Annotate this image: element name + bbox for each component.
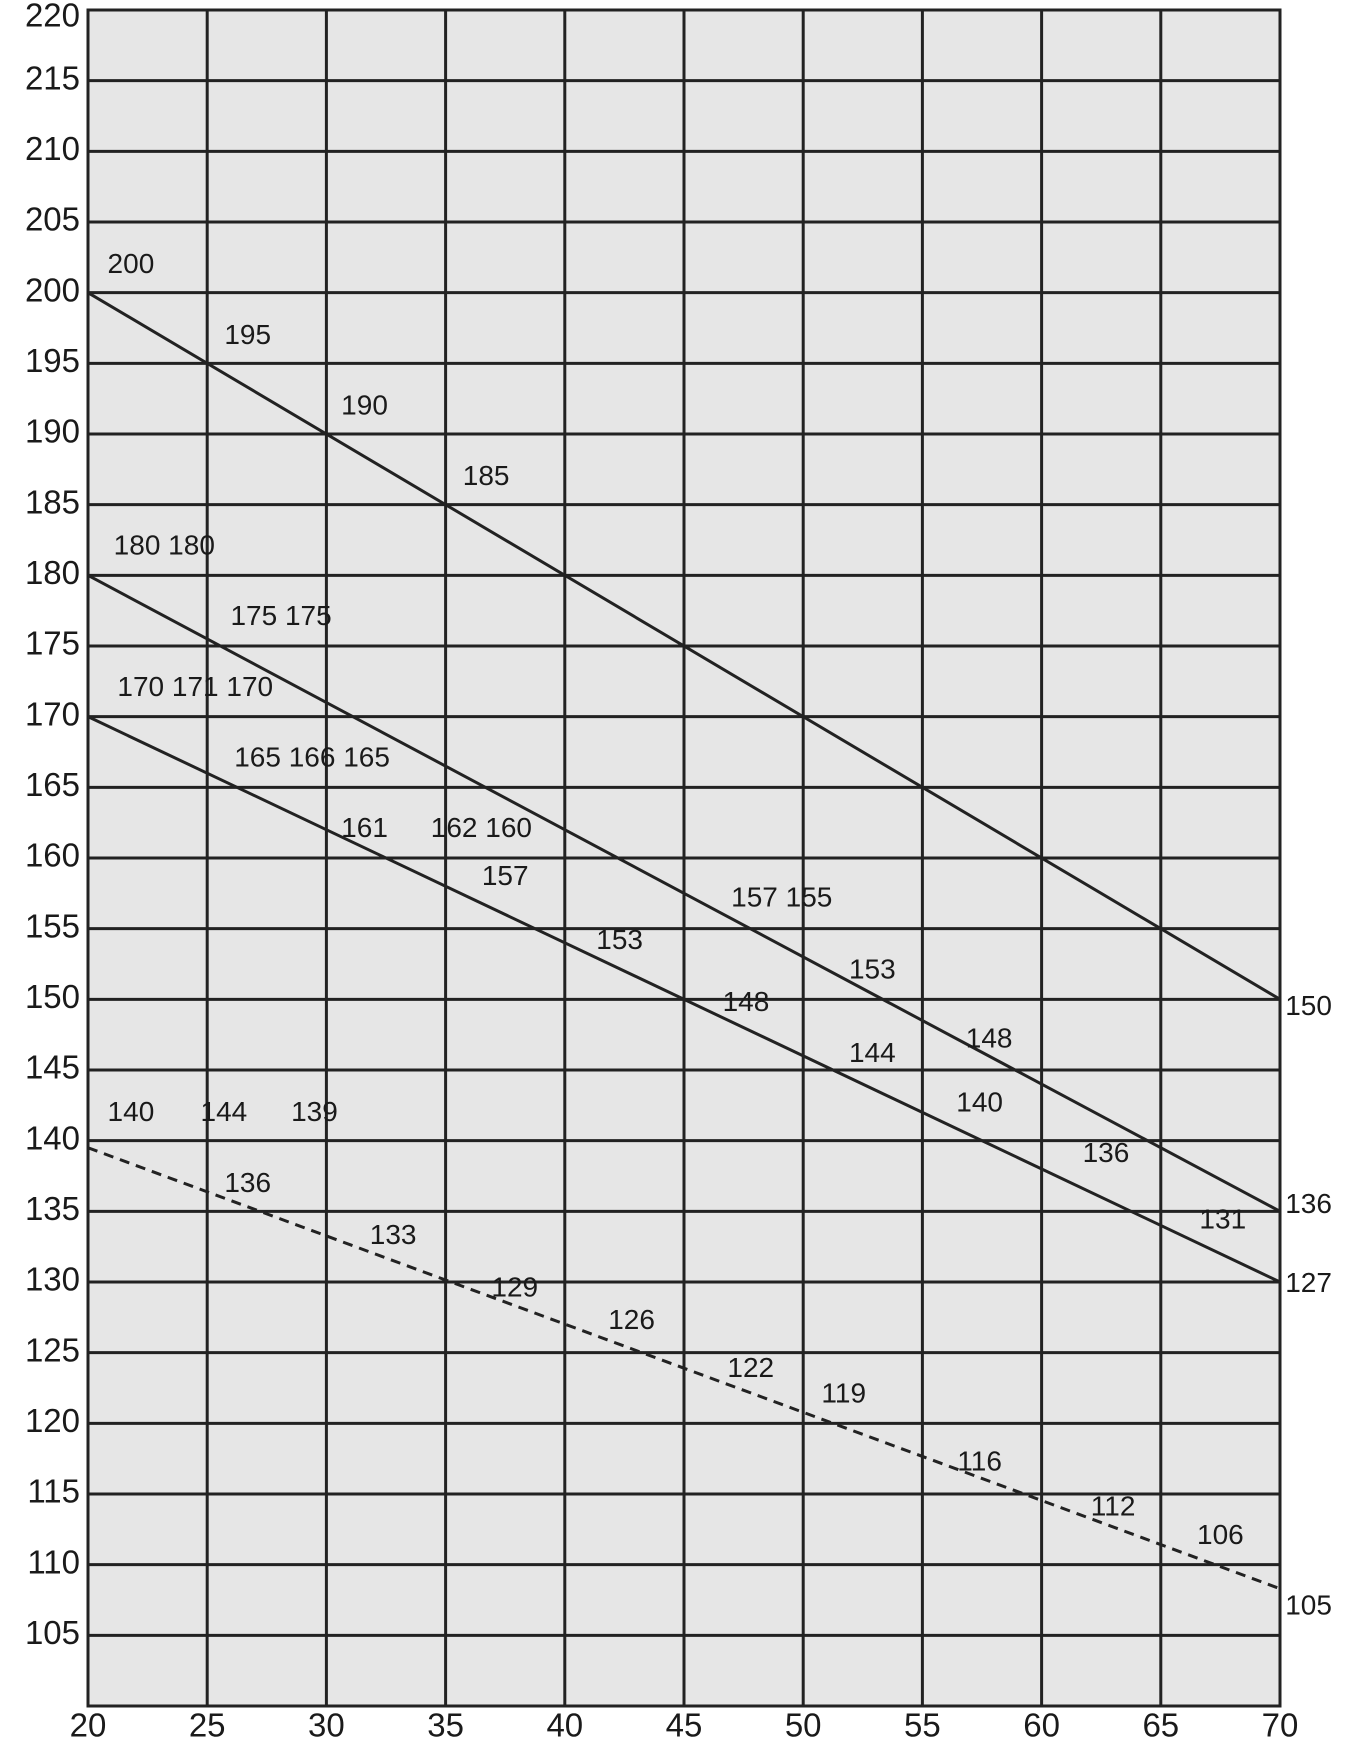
- y-tick-label: 105: [25, 1614, 80, 1651]
- annotation: 185: [463, 460, 510, 491]
- annotation: 131: [1199, 1204, 1246, 1235]
- annotation: 129: [491, 1271, 538, 1302]
- y-tick-label: 155: [25, 907, 80, 944]
- y-tick-label: 200: [25, 271, 80, 308]
- annotation: 136: [1285, 1188, 1332, 1219]
- annotation: 162 160: [431, 812, 532, 843]
- y-tick-label: 185: [25, 483, 80, 520]
- x-tick-label: 30: [308, 1707, 345, 1744]
- annotation: 148: [723, 986, 770, 1017]
- x-tick-label: 70: [1262, 1707, 1299, 1744]
- y-tick-label: 160: [25, 837, 80, 874]
- annotation: 148: [966, 1023, 1013, 1054]
- annotation: 153: [849, 953, 896, 984]
- x-tick-label: 60: [1023, 1707, 1060, 1744]
- annotation: 140: [956, 1086, 1003, 1117]
- annotation: 126: [608, 1304, 655, 1335]
- annotation: 175 175: [230, 600, 331, 631]
- annotation: 165 166 165: [234, 741, 390, 772]
- annotation: 119: [821, 1377, 866, 1408]
- annotation: 150: [1285, 990, 1332, 1021]
- y-tick-label: 170: [25, 695, 80, 732]
- x-tick-label: 50: [785, 1707, 822, 1744]
- annotation: 200: [108, 248, 155, 279]
- annotation: 144: [849, 1037, 896, 1068]
- annotation: 140: [108, 1096, 155, 1127]
- y-tick-label: 150: [25, 978, 80, 1015]
- plot-frame: [86, 8, 1282, 1708]
- y-tick-label: 130: [25, 1261, 80, 1298]
- x-tick-label: 65: [1142, 1707, 1179, 1744]
- annotation: 136: [1083, 1137, 1130, 1168]
- annotation: 190: [341, 390, 388, 421]
- line: [87, 1146, 1281, 1591]
- x-tick-label: 35: [427, 1707, 464, 1744]
- x-tick-label: 55: [904, 1707, 941, 1744]
- y-tick-label: 215: [25, 59, 80, 96]
- annotation: 157: [482, 860, 529, 891]
- annotation: 139: [291, 1096, 338, 1127]
- annotation: 144: [201, 1096, 248, 1127]
- y-tick-label: 120: [25, 1402, 80, 1439]
- line: [87, 715, 1281, 1284]
- annotation: 153: [596, 924, 643, 955]
- annotation: 195: [224, 319, 271, 350]
- y-tick-label: 135: [25, 1190, 80, 1227]
- y-tick-label: 165: [25, 766, 80, 803]
- y-tick-label: 190: [25, 413, 80, 450]
- annotation: 136: [224, 1167, 271, 1198]
- line: [87, 291, 1281, 1001]
- y-tick-label: 195: [25, 342, 80, 379]
- annotation: 170 171 170: [117, 671, 273, 702]
- y-tick-label: 125: [25, 1331, 80, 1368]
- annotation: 122: [727, 1352, 774, 1383]
- y-tick-label: 115: [27, 1473, 80, 1510]
- y-tick-label: 175: [25, 625, 80, 662]
- y-tick-label: 145: [25, 1049, 80, 1086]
- y-tick-label: 180: [25, 554, 80, 591]
- y-tick-label: 205: [25, 201, 80, 238]
- x-tick-label: 25: [189, 1707, 226, 1744]
- x-tick-label: 45: [666, 1707, 703, 1744]
- y-tick-label: 210: [25, 130, 80, 167]
- annotation: 105: [1285, 1589, 1332, 1620]
- annotation: 127: [1285, 1267, 1332, 1298]
- y-tick-label: 220: [25, 0, 80, 34]
- annotation: 133: [370, 1219, 417, 1250]
- y-tick-label: 110: [27, 1543, 80, 1580]
- annotation: 157 155: [731, 881, 832, 912]
- annotation: 106: [1197, 1519, 1244, 1550]
- annotation: 112: [1091, 1491, 1136, 1522]
- x-tick-label: 20: [70, 1707, 107, 1744]
- line: [87, 574, 1281, 1213]
- annotation: 180 180: [114, 529, 215, 560]
- annotation: 161: [341, 812, 388, 843]
- annotation: 116: [957, 1445, 1002, 1476]
- y-tick-label: 140: [25, 1119, 80, 1156]
- x-tick-label: 40: [546, 1707, 583, 1744]
